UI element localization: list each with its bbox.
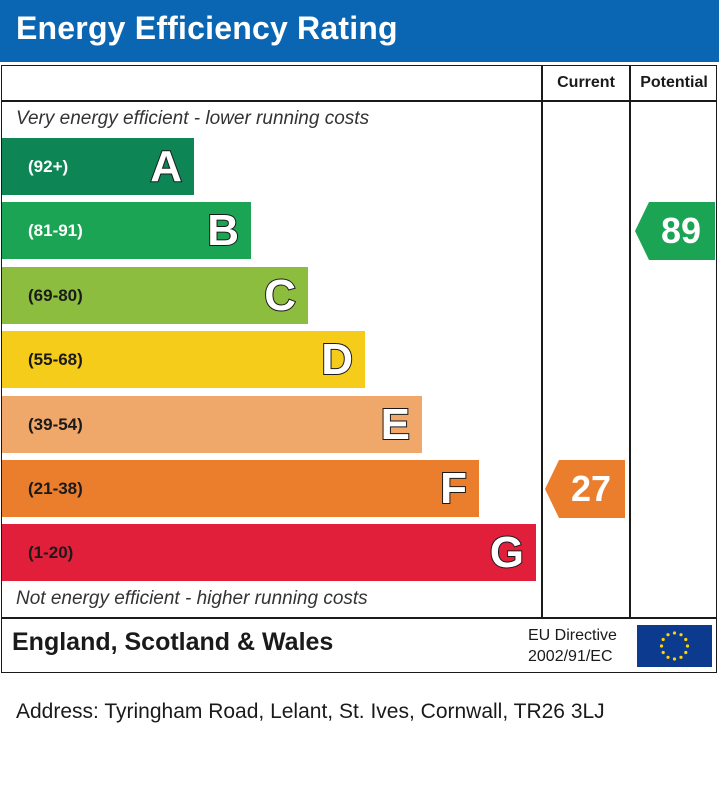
region-label: England, Scotland & Wales: [12, 628, 334, 656]
band-letter: E: [380, 399, 411, 450]
band-c: (69-80) C: [2, 266, 308, 324]
band-range-label: (81-91): [28, 221, 83, 241]
eu-directive-number: 2002/91/EC: [528, 648, 613, 665]
potential-column-divider: [629, 65, 631, 618]
band-range-label: (21-38): [28, 479, 83, 498]
chart-frame: [1, 65, 717, 673]
band-range-label: (55-68): [28, 350, 83, 370]
top-note: Very energy efficient - lower running co…: [16, 108, 370, 129]
footer-divider: [1, 617, 717, 619]
band-b: (81-91) B: [2, 202, 251, 260]
band-range-label: (1-20): [28, 543, 74, 563]
chart-title: Energy Efficiency Rating: [16, 10, 398, 46]
band-f: (21-38) F: [2, 460, 479, 517]
band-letter: D: [320, 334, 354, 385]
band-range-label: (92+): [28, 157, 69, 176]
eu-flag-icon: [637, 625, 712, 667]
current-column-divider: [541, 65, 543, 618]
potential-rating-value: 89: [660, 209, 702, 251]
address: Address: Tyringham Road, Lelant, St. Ive…: [16, 700, 605, 723]
potential-rating: 89: [635, 201, 715, 260]
band-letter: A: [149, 141, 183, 192]
eu-directive-label: EU Directive: [528, 627, 617, 644]
header-divider: [1, 100, 717, 102]
band-g: (1-20) G: [2, 524, 536, 582]
band-letter: F: [439, 463, 468, 514]
potential-column-header: Potential: [640, 74, 708, 91]
title-bar: Energy Efficiency Rating: [0, 0, 719, 62]
band-a: (92+) A: [2, 138, 194, 195]
band-letter: B: [206, 205, 240, 256]
band-letter: C: [263, 270, 297, 321]
band-e: (39-54) E: [2, 395, 422, 453]
band-range-label: (39-54): [28, 414, 83, 434]
band-letter: G: [489, 527, 525, 578]
band-d: (55-68) D: [2, 331, 365, 389]
current-column-header: Current: [557, 74, 615, 91]
current-rating-value: 27: [570, 467, 612, 509]
bottom-note: Not energy efficient - higher running co…: [16, 588, 368, 609]
band-range-label: (69-80): [28, 285, 83, 305]
current-rating: 27: [545, 459, 625, 518]
